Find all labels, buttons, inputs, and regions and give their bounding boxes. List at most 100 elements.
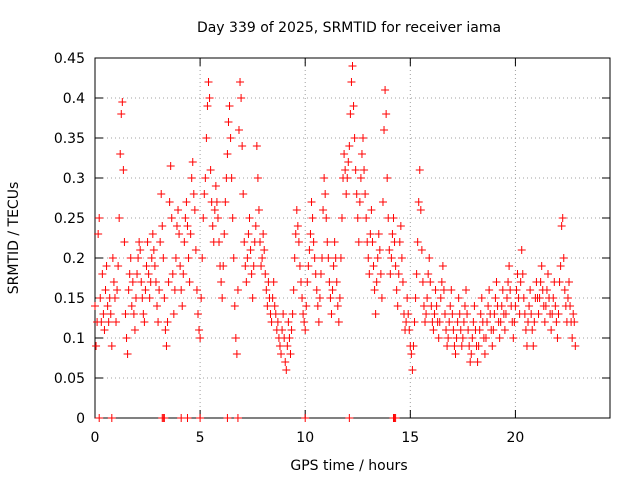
data-point (485, 286, 494, 294)
plot-frame (94, 57, 611, 419)
data-point (395, 238, 404, 246)
data-point (320, 174, 329, 182)
data-point (393, 302, 402, 310)
x-tick-label: 5 (196, 430, 205, 446)
data-point (215, 238, 224, 246)
data-point (289, 286, 298, 294)
data-point (555, 278, 564, 286)
data-point (231, 334, 240, 342)
data-point (547, 326, 556, 334)
data-point (447, 286, 456, 294)
data-point (221, 198, 230, 206)
data-point (147, 254, 156, 262)
data-point (398, 278, 407, 286)
data-point (174, 206, 183, 214)
data-point (386, 270, 395, 278)
data-point (176, 262, 185, 270)
data-point (286, 350, 295, 358)
data-point (122, 334, 131, 342)
data-point (308, 214, 317, 222)
data-point (345, 414, 354, 422)
data-point (457, 342, 466, 350)
data-point (115, 214, 124, 222)
data-point (563, 294, 572, 302)
data-point (252, 142, 261, 150)
data-point (483, 318, 492, 326)
data-point (182, 198, 191, 206)
data-point (414, 198, 423, 206)
data-point (327, 310, 336, 318)
data-point (530, 318, 539, 326)
data-point (180, 238, 189, 246)
data-point (553, 334, 562, 342)
data-point (378, 198, 387, 206)
data-point (104, 318, 113, 326)
data-point (139, 310, 148, 318)
data-point (477, 294, 486, 302)
data-point (91, 302, 99, 310)
data-point (454, 294, 463, 302)
data-point (364, 254, 373, 262)
data-point (282, 366, 291, 374)
data-point (377, 294, 386, 302)
data-point (273, 318, 282, 326)
data-point (127, 302, 136, 310)
data-point (203, 102, 212, 110)
data-point (397, 254, 406, 262)
data-point (295, 262, 304, 270)
data-point (342, 190, 351, 198)
data-point (413, 238, 422, 246)
data-point (418, 278, 427, 286)
data-point (210, 206, 219, 214)
data-point (154, 318, 163, 326)
data-point (103, 302, 112, 310)
data-point (123, 350, 132, 358)
data-point (343, 174, 352, 182)
data-point (98, 270, 107, 278)
data-point (191, 246, 200, 254)
data-point (570, 318, 579, 326)
data-point (355, 198, 364, 206)
data-point (150, 262, 159, 270)
data-point (294, 238, 303, 246)
data-point (322, 214, 331, 222)
data-point (501, 310, 510, 318)
data-point (186, 230, 195, 238)
data-point (432, 302, 441, 310)
data-point (187, 174, 196, 182)
data-point (130, 326, 139, 334)
data-point (549, 294, 558, 302)
data-point (436, 294, 445, 302)
data-point (169, 310, 178, 318)
data-point (114, 262, 123, 270)
data-point (463, 310, 472, 318)
data-point (391, 262, 400, 270)
data-point (238, 142, 247, 150)
data-point (490, 310, 499, 318)
data-point (141, 286, 150, 294)
data-point (302, 302, 311, 310)
data-point (100, 326, 109, 334)
data-point (316, 270, 325, 278)
y-tick-label: 0.3 (63, 171, 85, 187)
data-point (394, 270, 403, 278)
data-point (269, 278, 278, 286)
data-point (439, 286, 448, 294)
data-point (466, 358, 475, 366)
data-point (480, 350, 489, 358)
data-point (112, 318, 121, 326)
data-point (321, 190, 330, 198)
data-point (323, 238, 332, 246)
data-point (336, 254, 345, 262)
data-point (309, 238, 318, 246)
data-point (476, 310, 485, 318)
data-point (335, 294, 344, 302)
data-point (202, 134, 211, 142)
data-point (556, 262, 565, 270)
data-point (256, 238, 265, 246)
data-point (426, 278, 435, 286)
data-point (349, 102, 358, 110)
data-point (500, 326, 509, 334)
data-point (225, 102, 234, 110)
